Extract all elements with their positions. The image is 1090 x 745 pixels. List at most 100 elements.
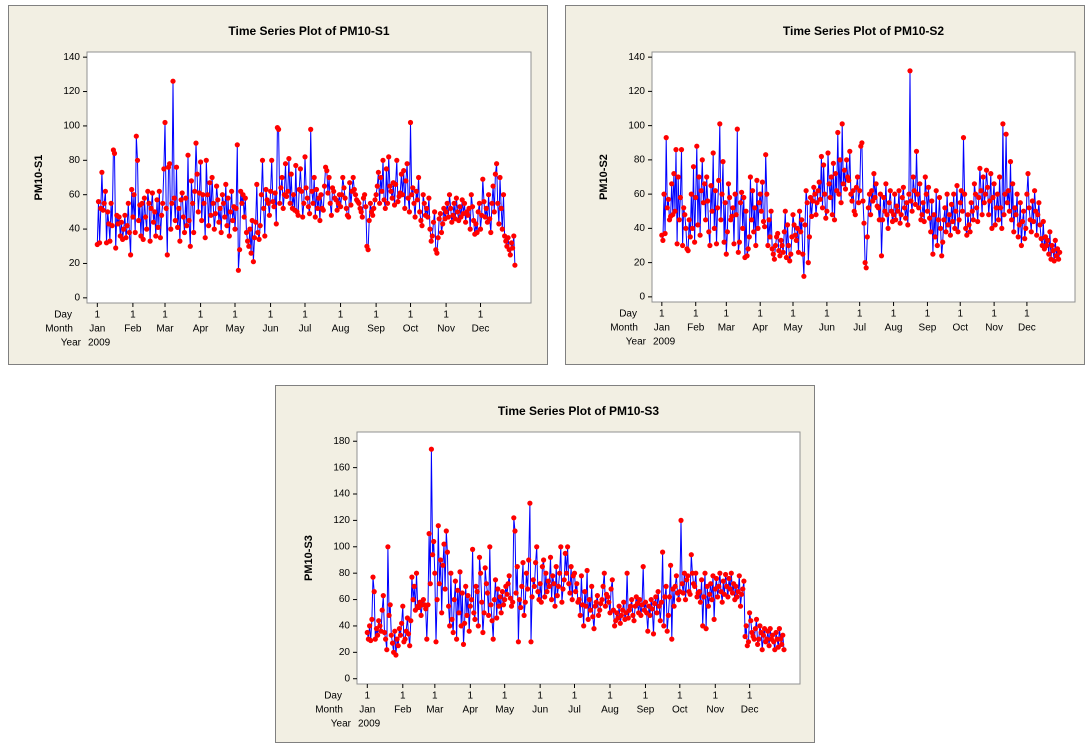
data-point — [713, 241, 720, 247]
data-point — [1002, 191, 1008, 197]
data-point — [217, 205, 223, 211]
data-point — [840, 181, 846, 187]
data-point — [829, 212, 835, 218]
data-point — [692, 583, 698, 589]
data-point — [822, 191, 828, 197]
data-point — [783, 254, 789, 261]
data-point — [649, 606, 655, 612]
data-point — [176, 205, 182, 211]
data-point — [328, 212, 334, 218]
data-point — [723, 251, 729, 257]
data-point — [1036, 200, 1042, 206]
data-point — [560, 586, 566, 592]
data-point — [212, 211, 219, 217]
data-point — [113, 245, 119, 251]
data-point — [675, 174, 681, 180]
data-point — [300, 214, 306, 220]
data-point — [801, 273, 807, 279]
data-point — [953, 208, 959, 214]
data-point — [886, 200, 892, 206]
x-tick-day-label: 1 — [677, 691, 683, 702]
data-point — [372, 197, 378, 203]
data-point — [193, 140, 199, 146]
data-point — [640, 564, 646, 570]
data-point — [480, 176, 486, 182]
data-point — [399, 192, 406, 198]
data-point — [1000, 121, 1006, 127]
data-point — [534, 544, 540, 550]
data-point — [420, 192, 426, 198]
data-point — [530, 577, 536, 583]
data-point — [804, 200, 810, 206]
data-point — [280, 205, 286, 211]
data-point — [253, 219, 259, 225]
data-point — [907, 68, 913, 74]
data-point — [373, 192, 379, 198]
data-point — [97, 240, 103, 246]
data-point — [263, 186, 269, 193]
data-point — [424, 205, 430, 211]
data-point — [259, 157, 266, 163]
data-point — [912, 201, 918, 207]
x-row-label: Year — [61, 338, 82, 349]
data-point — [190, 200, 196, 206]
data-point — [770, 251, 776, 257]
data-point — [728, 570, 734, 576]
data-point — [609, 577, 615, 583]
data-point — [809, 213, 815, 219]
data-point — [268, 188, 274, 194]
data-point — [482, 565, 488, 571]
data-point — [550, 573, 556, 579]
data-point — [364, 629, 370, 636]
data-point — [917, 181, 923, 187]
data-point — [261, 205, 267, 211]
data-point — [425, 602, 431, 608]
data-point — [142, 214, 149, 220]
data-point — [709, 208, 715, 214]
data-point — [420, 597, 426, 603]
data-point — [745, 639, 752, 645]
data-point — [699, 577, 705, 583]
data-point — [136, 217, 142, 224]
x-tick-day-label: 1 — [757, 309, 763, 320]
chart-title: Time Series Plot of PM10-S1 — [228, 24, 389, 38]
data-point — [781, 647, 787, 653]
data-point — [933, 188, 939, 194]
data-point — [271, 204, 277, 210]
x-tick-day-label: 1 — [957, 309, 963, 320]
data-point — [495, 586, 501, 592]
data-point — [614, 610, 620, 616]
data-point — [497, 594, 503, 600]
y-tick-label: 120 — [333, 515, 350, 526]
data-point — [962, 191, 968, 197]
data-point — [693, 570, 699, 576]
x-tick-month-label: Nov — [985, 323, 1003, 334]
data-point — [939, 253, 945, 259]
data-point — [1035, 212, 1041, 218]
data-point — [719, 599, 725, 605]
data-point — [692, 239, 698, 245]
data-point — [562, 550, 568, 556]
chart-panel: Time Series Plot of PM10-S2 PM10-S2 0 20 40 6… — [565, 5, 1085, 365]
data-point — [230, 217, 236, 224]
data-point — [192, 188, 198, 194]
data-point — [403, 178, 409, 184]
data-point — [365, 247, 371, 253]
data-point — [247, 226, 253, 232]
y-axis-label: PM10-S2 — [598, 154, 610, 200]
data-point — [1015, 234, 1021, 240]
data-point — [266, 212, 272, 218]
x-tick-month-label: Mar — [718, 323, 736, 334]
data-point — [552, 603, 558, 609]
data-point — [719, 191, 725, 197]
data-point — [513, 590, 519, 596]
data-point — [108, 200, 114, 206]
data-point — [887, 188, 893, 194]
data-point — [849, 198, 855, 204]
data-point — [798, 229, 804, 235]
data-point — [265, 200, 271, 206]
data-point — [383, 636, 389, 642]
data-point — [703, 626, 709, 632]
data-point — [617, 620, 623, 626]
data-point — [507, 252, 513, 258]
